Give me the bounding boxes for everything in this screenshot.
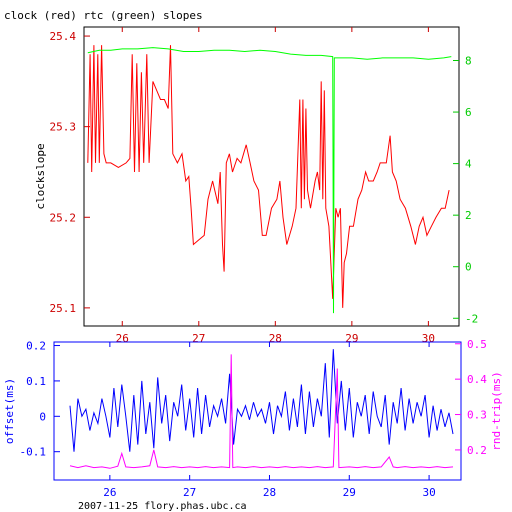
chart-layer: 26 27 28 29 30 25.1 25.2 25.3 25.4 -2 0 2 4 6 8 clocksl… [3,26,503,499]
plot-frame-2 [53,341,462,481]
y-right-tick-label: 0.5 [467,338,487,351]
x-tick-label: 26 [116,332,129,345]
y-axis-title-left: clockslope [34,143,47,209]
y-right-tick-label: 4 [465,158,472,171]
y-right-tick-label: 0.4 [467,373,487,386]
y-left-tick-label: 25.1 [50,302,77,315]
x-tick-label: 28 [269,332,282,345]
y-right-tick-label: 6 [465,106,472,119]
y-axis-title-right: rnd-trip(ms) [490,371,503,450]
series-line-rtc [87,47,452,314]
y-left-tick-label: 0.1 [26,375,46,388]
y-right-tick-label: 0.2 [467,444,487,457]
y-left-tick-label: -0.1 [20,446,47,459]
y-left-tick-label: 0 [39,410,46,423]
series-line-rnd-trip [69,354,454,469]
x-tick-label: 27 [183,486,196,499]
y-right-tick-label: 0 [465,261,472,274]
y-right-tick-label: -2 [465,312,478,325]
x-tick-label: 26 [103,486,116,499]
y-right-tick-label: 2 [465,209,472,222]
series-line-clock [87,45,450,308]
series-line-offset [69,349,454,452]
y-left-tick-label: 25.4 [50,30,77,43]
footer-caption: 2007-11-25 flory.phas.ubc.ca [78,501,247,512]
y-axis-title-left: offset(ms) [3,378,16,444]
y-right-tick-label: 0.3 [467,409,487,422]
y-left-tick-label: 0.2 [26,340,46,353]
y-left-tick-label: 25.3 [50,121,77,134]
x-tick-label: 29 [345,332,358,345]
plot-frame-1 [83,26,460,327]
x-tick-label: 29 [343,486,356,499]
y-left-tick-label: 25.2 [50,211,77,224]
x-tick-label: 30 [422,486,435,499]
x-tick-label: 27 [192,332,205,345]
x-tick-label: 28 [263,486,276,499]
chart-title: clock (red) rtc (green) slopes [4,9,203,22]
y-right-tick-label: 8 [465,55,472,68]
x-tick-label: 30 [422,332,435,345]
